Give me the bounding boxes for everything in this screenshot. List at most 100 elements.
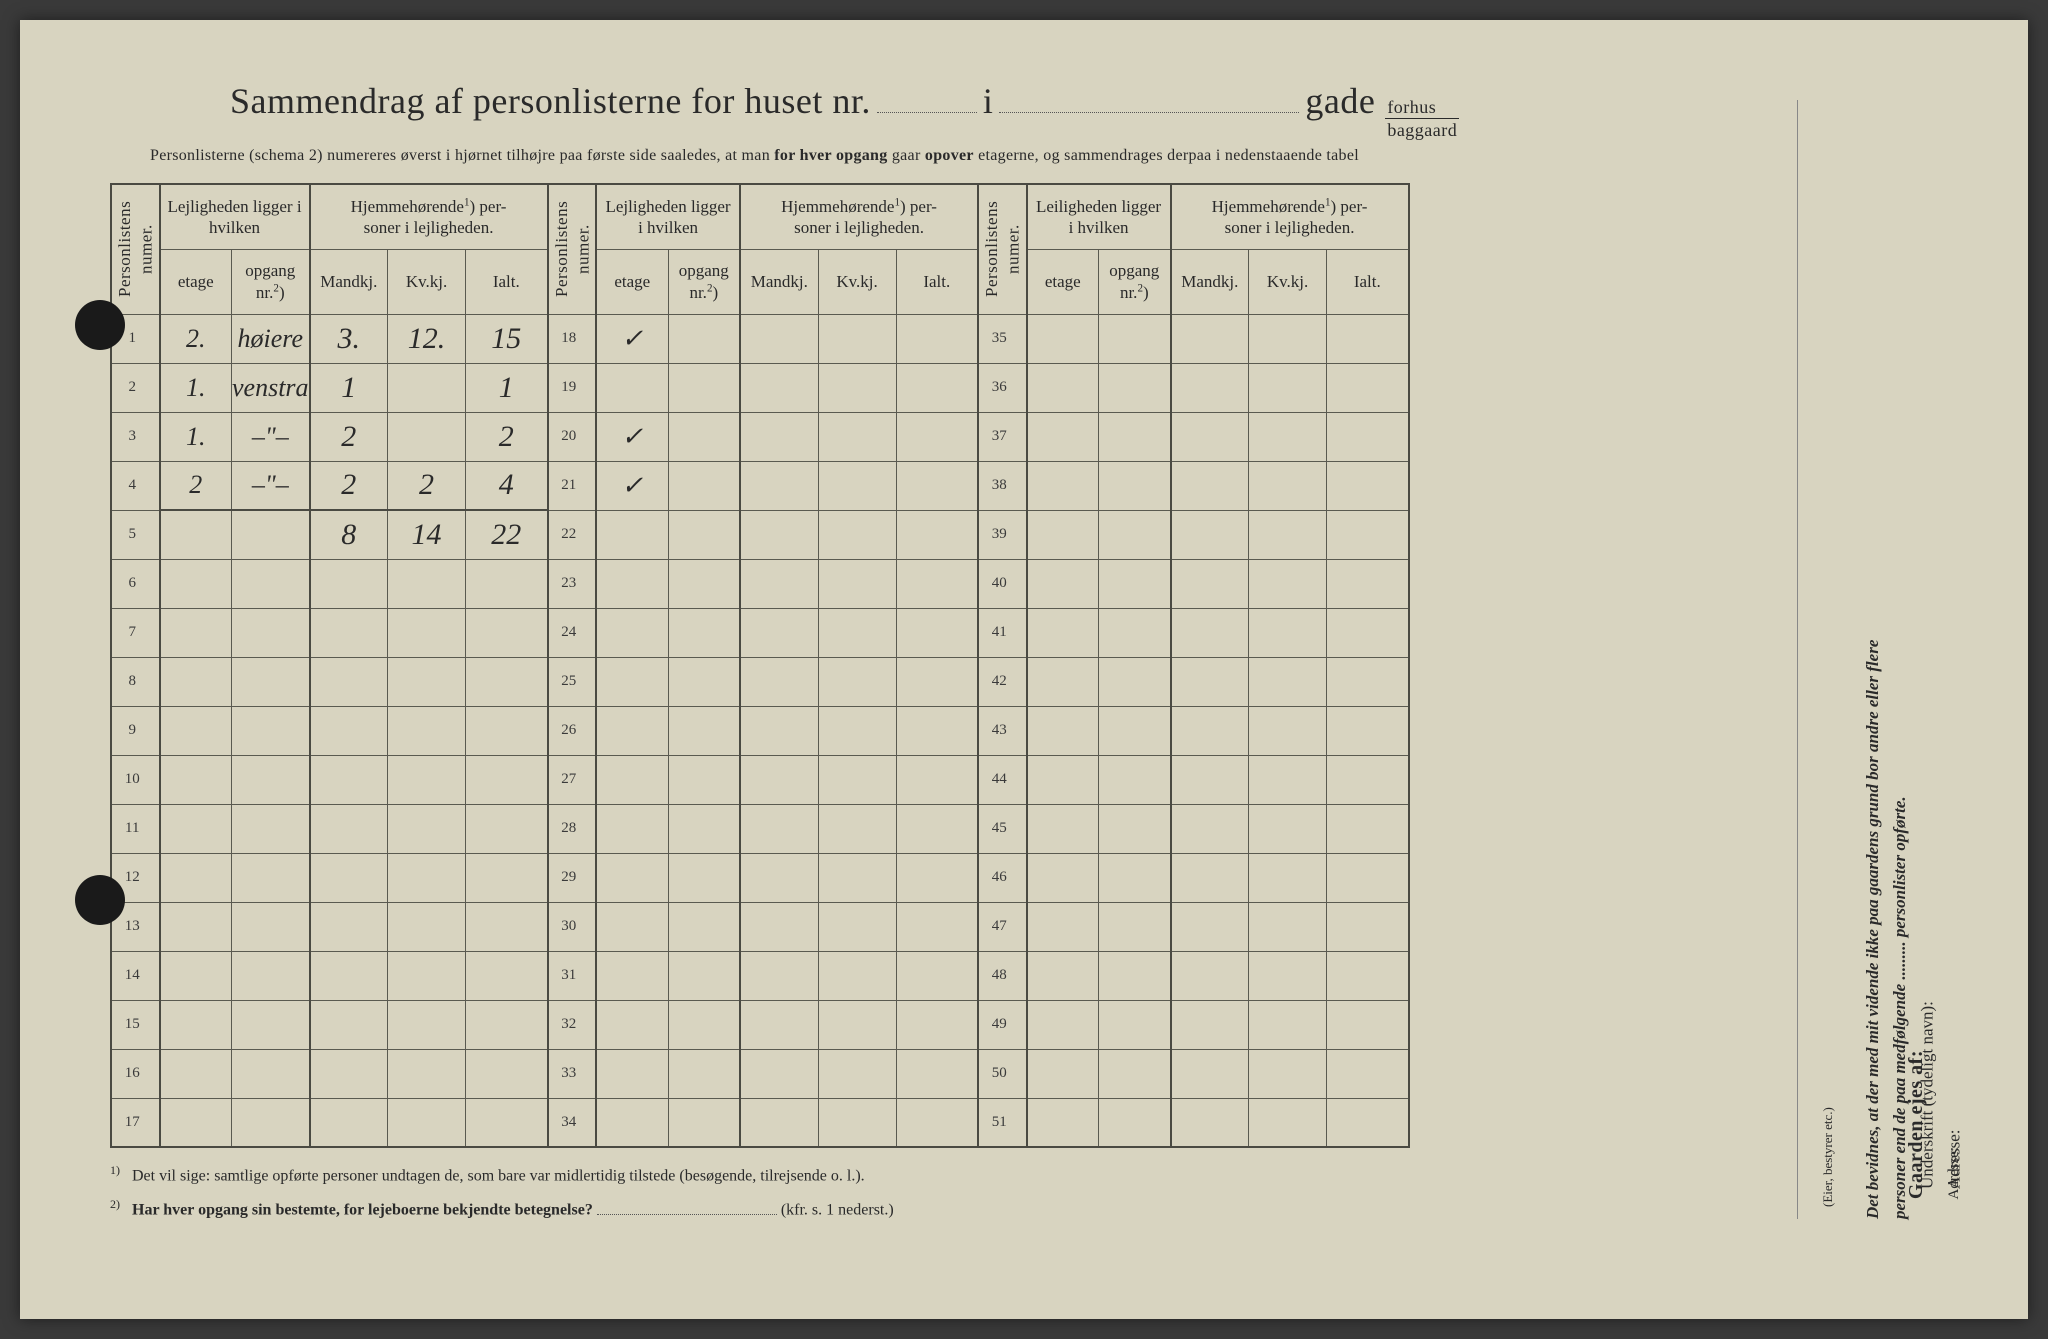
- cell-opgang: [232, 559, 310, 608]
- header-hjemmehorende: Hjemmehørende1) per-soner i lejligheden.: [310, 184, 548, 249]
- punch-hole: [75, 875, 125, 925]
- row-number: 47: [978, 902, 1027, 951]
- cell-opgang: [232, 706, 310, 755]
- row-number: 45: [978, 804, 1027, 853]
- cell-ialt: [466, 755, 548, 804]
- cell-etage: [1027, 1000, 1099, 1049]
- cell-kvkj: [388, 559, 466, 608]
- cell-opgang: [668, 1098, 740, 1147]
- cell-mandkj: [310, 902, 388, 951]
- cell-mandkj: [740, 412, 818, 461]
- cell-etage: [596, 853, 668, 902]
- cell-etage: [596, 510, 668, 559]
- cell-kvkj: [1249, 1098, 1327, 1147]
- cell-mandkj: [740, 559, 818, 608]
- cell-kvkj: [388, 412, 466, 461]
- cell-opgang: [668, 559, 740, 608]
- cell-kvkj: [1249, 510, 1327, 559]
- cell-etage: [1027, 755, 1099, 804]
- cell-kvkj: [818, 559, 896, 608]
- cell-kvkj: [818, 657, 896, 706]
- cell-etage: [160, 804, 232, 853]
- cell-kvkj: [388, 706, 466, 755]
- row-number: 31: [548, 951, 597, 1000]
- street-name-blank: [999, 89, 1299, 113]
- cell-opgang: [232, 1098, 310, 1147]
- cell-etage: ✓: [596, 314, 668, 363]
- cell-etage: [596, 657, 668, 706]
- cell-mandkj: [1171, 755, 1249, 804]
- row-number: 6: [111, 559, 160, 608]
- header-lejligheden: Leiligheden ligger i hvilken: [1027, 184, 1171, 249]
- cell-kvkj: [1249, 412, 1327, 461]
- row-number: 17: [111, 1098, 160, 1147]
- subtitle-bold2: opover: [925, 147, 974, 164]
- cell-mandkj: [310, 608, 388, 657]
- cell-kvkj: [818, 804, 896, 853]
- cell-opgang: [1099, 363, 1171, 412]
- cell-kvkj: [818, 1049, 896, 1098]
- cell-opgang: [668, 608, 740, 657]
- cell-kvkj: [388, 902, 466, 951]
- footnote-2-blank: [597, 1214, 777, 1215]
- cell-mandkj: [1171, 1000, 1249, 1049]
- cell-opgang: [668, 706, 740, 755]
- row-number: 51: [978, 1098, 1027, 1147]
- cell-etage: [1027, 363, 1099, 412]
- cell-ialt: [1327, 559, 1409, 608]
- cell-ialt: [1327, 1098, 1409, 1147]
- cell-ialt: [466, 853, 548, 902]
- cell-ialt: [1327, 608, 1409, 657]
- cell-mandkj: [1171, 804, 1249, 853]
- cell-opgang: [668, 412, 740, 461]
- row-number: 49: [978, 1000, 1027, 1049]
- cell-etage: 2.: [160, 314, 232, 363]
- cell-mandkj: [1171, 412, 1249, 461]
- cell-opgang: [1099, 510, 1171, 559]
- cell-mandkj: [1171, 363, 1249, 412]
- cell-ialt: [1327, 461, 1409, 510]
- cell-ialt: [1327, 1000, 1409, 1049]
- cell-mandkj: [740, 461, 818, 510]
- fraction-bottom: baggaard: [1385, 119, 1459, 139]
- cell-etage: [160, 706, 232, 755]
- cell-mandkj: [740, 902, 818, 951]
- cell-mandkj: [1171, 510, 1249, 559]
- row-number: 35: [978, 314, 1027, 363]
- cell-opgang: [232, 657, 310, 706]
- cell-opgang: [232, 1000, 310, 1049]
- cell-etage: [160, 902, 232, 951]
- row-number: 22: [548, 510, 597, 559]
- cell-opgang: [232, 1049, 310, 1098]
- cell-ialt: 4: [466, 461, 548, 510]
- cell-mandkj: [740, 608, 818, 657]
- forhus-baggaard-fraction: forhus baggaard: [1385, 98, 1459, 139]
- cell-etage: [1027, 559, 1099, 608]
- cell-etage: [596, 951, 668, 1000]
- cell-etage: [596, 1098, 668, 1147]
- cell-kvkj: [1249, 951, 1327, 1000]
- cell-mandkj: [1171, 706, 1249, 755]
- cell-kvkj: [1249, 461, 1327, 510]
- cell-etage: [596, 559, 668, 608]
- cell-kvkj: [1249, 1049, 1327, 1098]
- row-number: 26: [548, 706, 597, 755]
- cell-kvkj: 2: [388, 461, 466, 510]
- header-etage: etage: [160, 249, 232, 314]
- cell-kvkj: [1249, 706, 1327, 755]
- cell-opgang: [1099, 853, 1171, 902]
- cell-kvkj: [818, 755, 896, 804]
- cell-ialt: [1327, 706, 1409, 755]
- cell-etage: [160, 657, 232, 706]
- cell-mandkj: [310, 804, 388, 853]
- cell-ialt: [896, 951, 978, 1000]
- cell-ialt: [466, 608, 548, 657]
- row-number: 29: [548, 853, 597, 902]
- cell-kvkj: [818, 1000, 896, 1049]
- row-number: 9: [111, 706, 160, 755]
- subtitle-pre: Personlisterne (schema 2) numereres øver…: [150, 147, 774, 164]
- cell-mandkj: [310, 706, 388, 755]
- row-number: 16: [111, 1049, 160, 1098]
- header-mandkj: Mandkj.: [310, 249, 388, 314]
- row-number: 50: [978, 1049, 1027, 1098]
